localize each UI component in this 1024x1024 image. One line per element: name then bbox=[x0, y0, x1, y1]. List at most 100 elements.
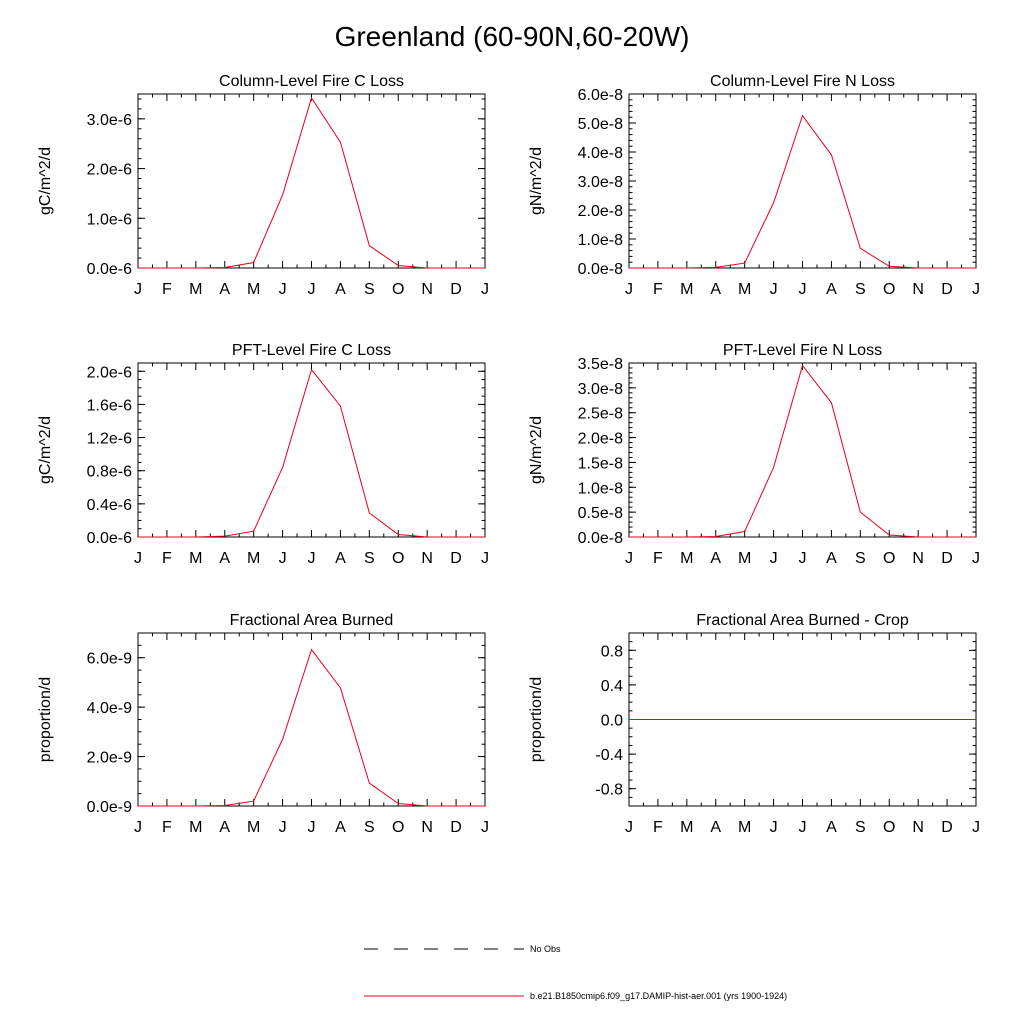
x-tick-label: A bbox=[710, 819, 721, 836]
x-tick-label: M bbox=[189, 819, 202, 836]
x-tick-label: M bbox=[680, 550, 693, 567]
x-tick-label: F bbox=[653, 550, 663, 567]
y-tick-label: 1.0e-8 bbox=[578, 480, 623, 497]
x-tick-label: O bbox=[392, 550, 404, 567]
x-tick-label: S bbox=[364, 550, 375, 567]
y-tick-label: 0.4e-6 bbox=[87, 497, 132, 514]
y-tick-label: -0.8 bbox=[595, 782, 623, 799]
x-tick-label: O bbox=[392, 281, 404, 298]
x-tick-label: N bbox=[421, 281, 433, 298]
x-tick-label: J bbox=[308, 550, 316, 567]
x-tick-label: N bbox=[421, 819, 433, 836]
x-tick-label: J bbox=[308, 819, 316, 836]
x-tick-label: M bbox=[247, 550, 260, 567]
y-axis-label: proportion/d bbox=[528, 677, 545, 762]
x-tick-label: J bbox=[279, 281, 287, 298]
y-axis-label: gC/m^2/d bbox=[37, 147, 54, 215]
x-tick-label: F bbox=[653, 281, 663, 298]
x-tick-label: J bbox=[799, 819, 807, 836]
x-tick-label: J bbox=[972, 550, 980, 567]
y-tick-label: 2.0e-6 bbox=[87, 364, 132, 381]
x-tick-label: A bbox=[710, 550, 721, 567]
y-tick-label: 0.0e-8 bbox=[578, 530, 623, 547]
x-tick-label: D bbox=[941, 550, 953, 567]
x-tick-label: F bbox=[162, 550, 172, 567]
x-tick-label: N bbox=[912, 281, 924, 298]
x-tick-label: N bbox=[912, 550, 924, 567]
chart-title: Column-Level Fire N Loss bbox=[710, 73, 895, 90]
x-tick-label: F bbox=[162, 819, 172, 836]
x-tick-label: J bbox=[625, 550, 633, 567]
x-tick-label: J bbox=[481, 281, 489, 298]
x-tick-label: J bbox=[625, 281, 633, 298]
x-tick-label: J bbox=[770, 550, 778, 567]
y-axis-label: proportion/d bbox=[37, 677, 54, 762]
x-tick-label: J bbox=[799, 281, 807, 298]
y-tick-label: 4.0e-8 bbox=[578, 145, 623, 162]
x-tick-label: O bbox=[883, 550, 895, 567]
x-tick-label: M bbox=[738, 819, 751, 836]
y-tick-label: 0.0 bbox=[601, 713, 623, 730]
legend-label-no-obs: No Obs bbox=[530, 944, 561, 954]
x-tick-label: O bbox=[883, 819, 895, 836]
data-series-line-1 bbox=[629, 364, 976, 538]
x-tick-label: M bbox=[247, 281, 260, 298]
x-tick-label: J bbox=[134, 281, 142, 298]
data-series-line-1 bbox=[138, 648, 485, 807]
y-tick-label: 6.0e-8 bbox=[578, 87, 623, 104]
x-tick-label: S bbox=[364, 281, 375, 298]
figure-title: Greenland (60-90N,60-20W) bbox=[334, 21, 690, 52]
x-tick-label: A bbox=[710, 281, 721, 298]
x-tick-label: S bbox=[364, 819, 375, 836]
x-tick-label: A bbox=[335, 281, 346, 298]
x-tick-label: O bbox=[883, 281, 895, 298]
x-tick-label: F bbox=[653, 819, 663, 836]
x-tick-label: A bbox=[826, 819, 837, 836]
x-tick-label: J bbox=[134, 819, 142, 836]
x-tick-label: M bbox=[189, 281, 202, 298]
x-tick-label: A bbox=[826, 550, 837, 567]
x-tick-label: M bbox=[680, 819, 693, 836]
y-tick-label: 1.6e-6 bbox=[87, 397, 132, 414]
x-tick-label: M bbox=[738, 281, 751, 298]
y-tick-label: 0.0e-6 bbox=[87, 530, 132, 547]
x-tick-label: A bbox=[335, 819, 346, 836]
y-tick-label: 0.4 bbox=[601, 678, 623, 695]
x-tick-label: J bbox=[279, 819, 287, 836]
x-tick-label: A bbox=[219, 819, 230, 836]
y-tick-label: 0.5e-8 bbox=[578, 505, 623, 522]
x-tick-label: J bbox=[625, 819, 633, 836]
y-tick-label: 1.0e-8 bbox=[578, 232, 623, 249]
chart-title: Column-Level Fire C Loss bbox=[219, 73, 404, 90]
x-tick-label: D bbox=[941, 819, 953, 836]
chart-panel-6: Fractional Area Burned - Crop proportion/… bbox=[528, 612, 980, 836]
y-tick-label: 3.0e-8 bbox=[578, 174, 623, 191]
chart-title: Fractional Area Burned - Crop bbox=[696, 612, 909, 629]
y-tick-label: 2.0e-6 bbox=[87, 162, 132, 179]
x-tick-label: O bbox=[392, 819, 404, 836]
x-tick-label: A bbox=[826, 281, 837, 298]
chart-title: PFT-Level Fire N Loss bbox=[723, 342, 882, 359]
y-tick-label: 0.0e-9 bbox=[87, 799, 132, 816]
y-tick-label: 1.2e-6 bbox=[87, 431, 132, 448]
x-tick-label: N bbox=[421, 550, 433, 567]
y-tick-label: 4.0e-9 bbox=[87, 700, 132, 717]
x-tick-label: D bbox=[450, 819, 462, 836]
y-tick-label: 2.0e-8 bbox=[578, 203, 623, 220]
y-tick-label: 0.0e-8 bbox=[578, 261, 623, 278]
x-tick-label: D bbox=[450, 281, 462, 298]
y-axis-label: gN/m^2/d bbox=[528, 147, 545, 215]
x-tick-label: A bbox=[219, 550, 230, 567]
y-tick-label: 2.0e-9 bbox=[87, 750, 132, 767]
y-tick-label: 5.0e-8 bbox=[578, 116, 623, 133]
y-tick-label: 0.0e-6 bbox=[87, 261, 132, 278]
x-tick-label: S bbox=[855, 819, 866, 836]
x-tick-label: S bbox=[855, 550, 866, 567]
x-tick-label: M bbox=[247, 819, 260, 836]
